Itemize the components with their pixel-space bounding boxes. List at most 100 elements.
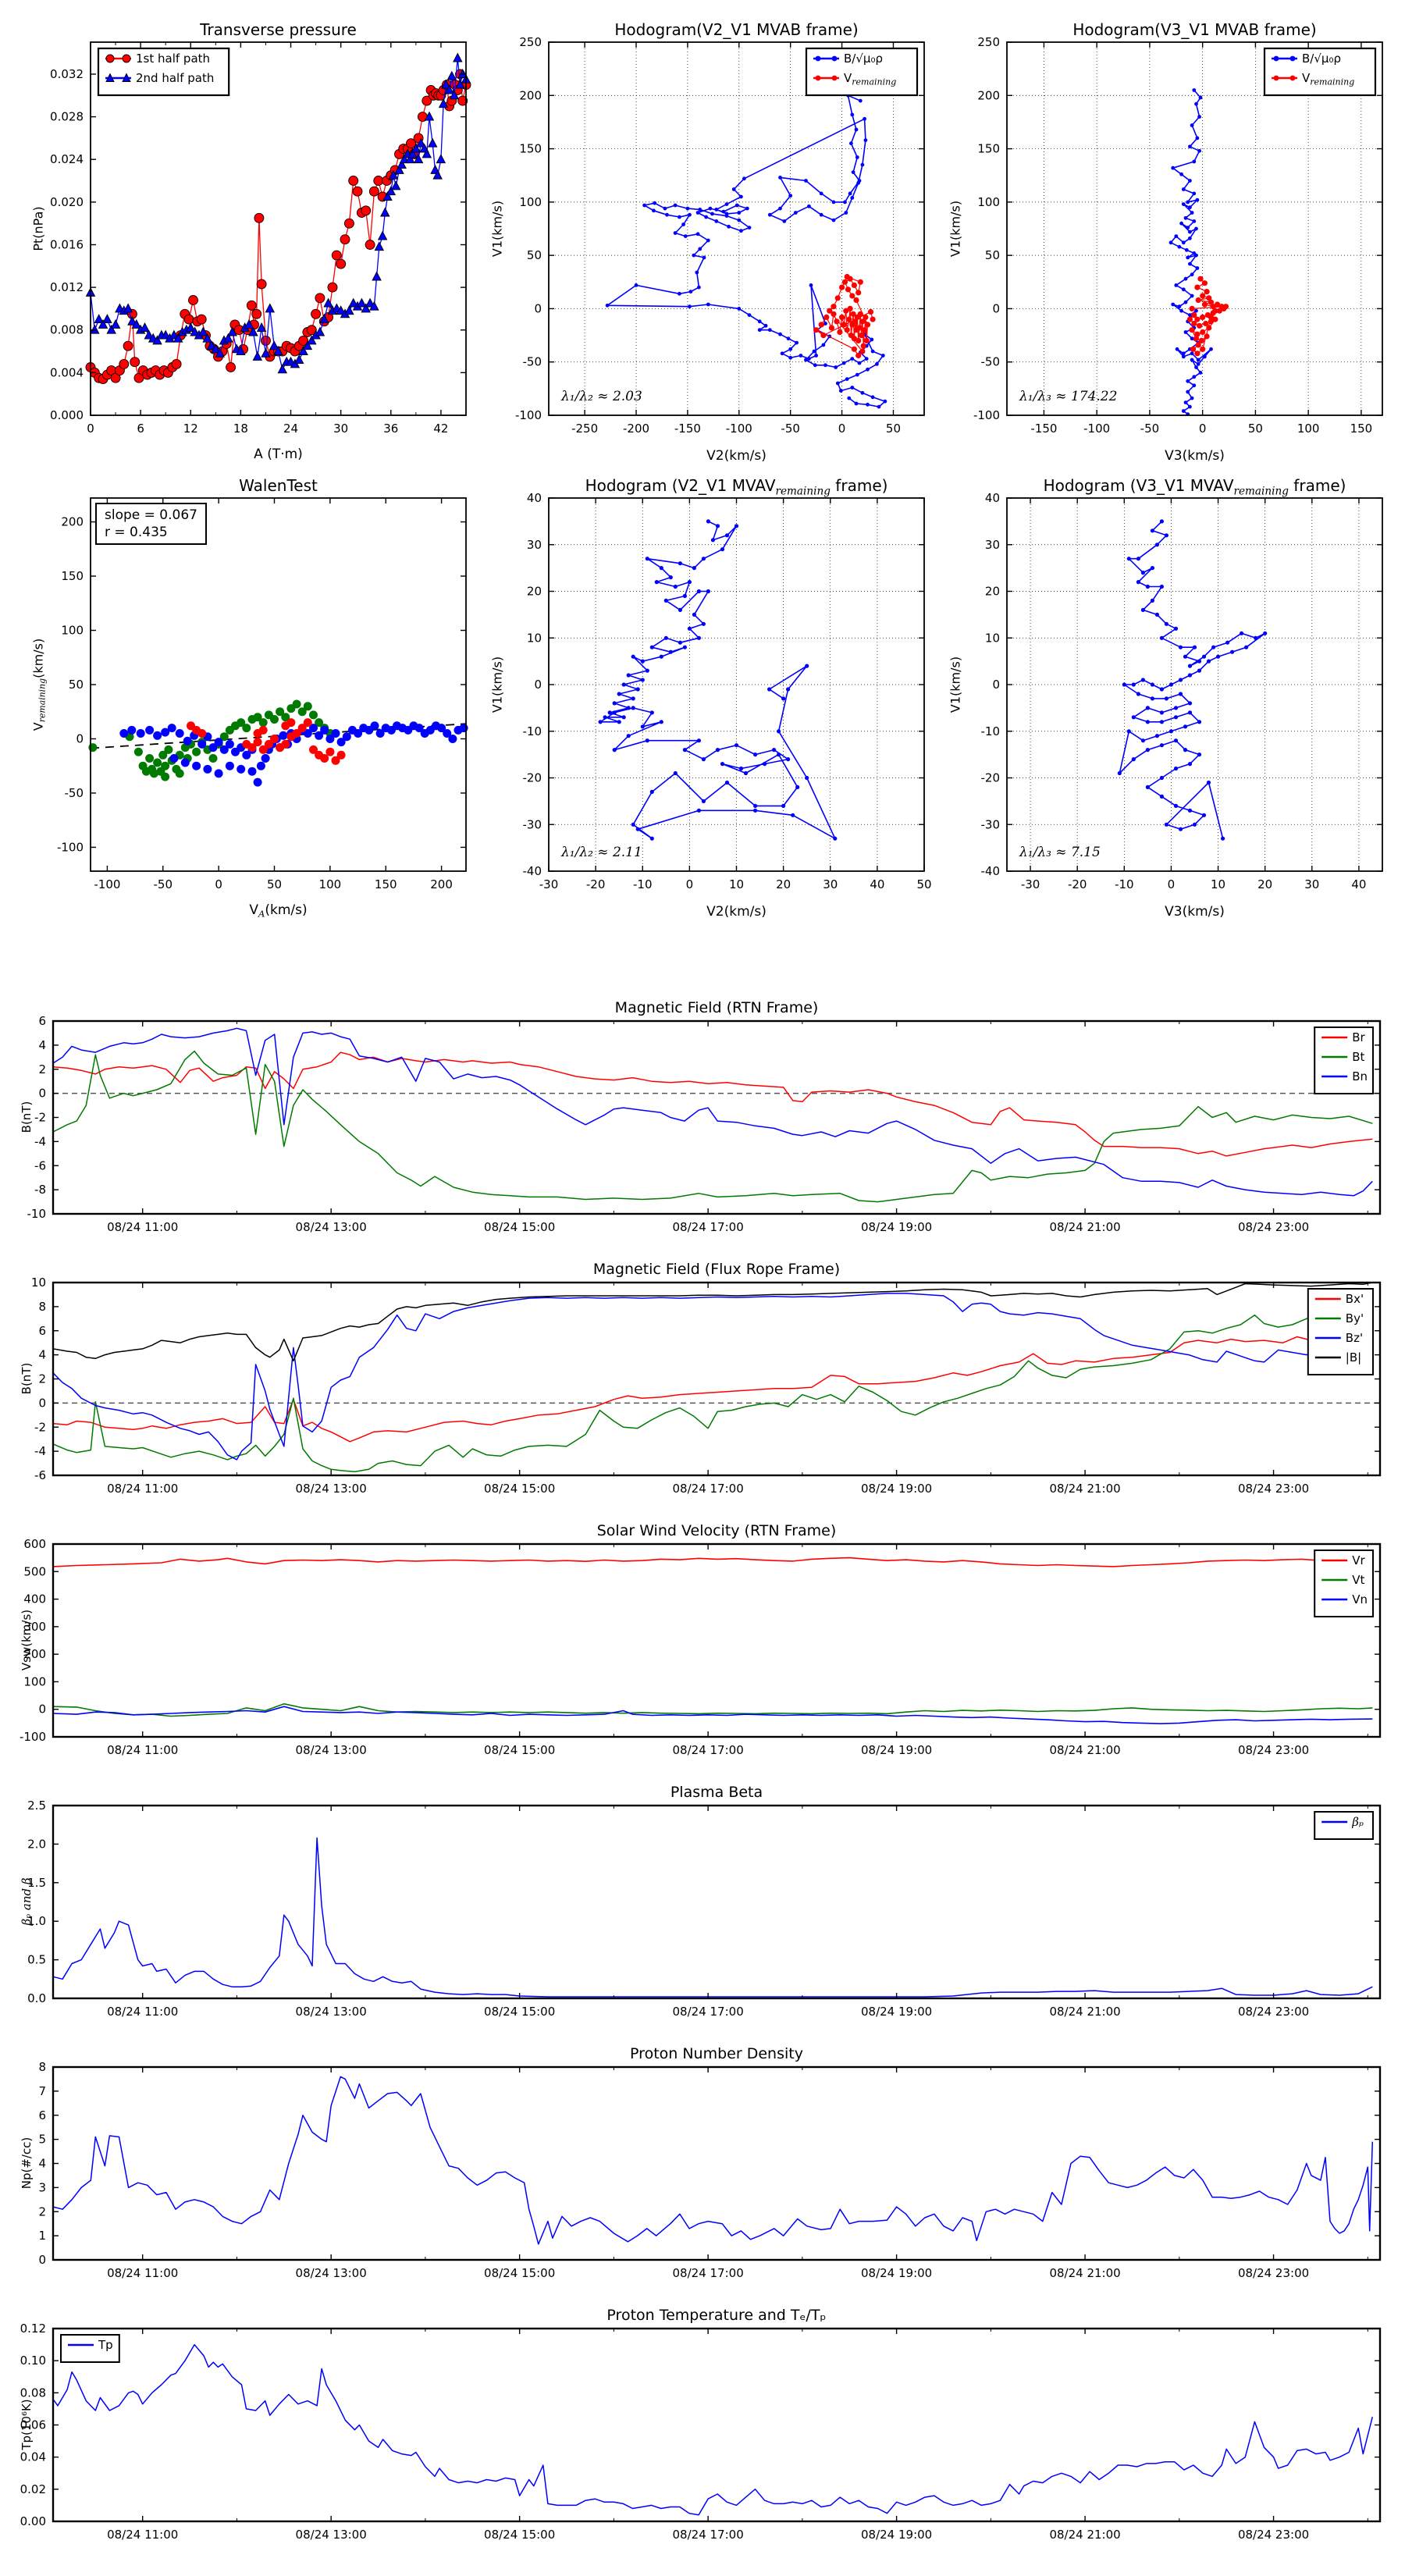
y-axis-label: V1(km/s) [489, 656, 505, 713]
chart-canvas: 08/24 11:00 08/24 13:00 08/24 15:00 08/24 1… [38, 2060, 1382, 2280]
svg-text:-4: -4 [34, 1134, 46, 1148]
legend: Vr Vt Vn [1314, 1550, 1374, 1617]
svg-text:30: 30 [1304, 877, 1319, 891]
svg-text:4: 4 [38, 2157, 46, 2171]
svg-text:200: 200 [977, 88, 1000, 102]
svg-text:08/24 15:00: 08/24 15:00 [484, 1220, 555, 1234]
series-Bt [52, 1050, 1373, 1203]
svg-text:0.004: 0.004 [50, 365, 84, 379]
plot-proton-temperature: Proton Temperature and Tₑ/Tₚ Tp(10⁶K) 08… [16, 2307, 1389, 2568]
x-axis-label: V2(km/s) [706, 904, 767, 920]
svg-text:08/24 17:00: 08/24 17:00 [673, 2005, 744, 2019]
chart-canvas: 08/24 11:00 08/24 13:00 08/24 15:00 08/24 1… [27, 1799, 1382, 2019]
svg-text:0: 0 [38, 1396, 46, 1410]
svg-text:Vt: Vt [1352, 1573, 1364, 1587]
series-Vr [52, 1557, 1373, 1567]
svg-text:100: 100 [1297, 422, 1320, 436]
plot-title: Magnetic Field (RTN Frame) [614, 999, 819, 1016]
svg-text:50: 50 [267, 877, 282, 891]
svg-text:400: 400 [23, 1592, 46, 1606]
svg-text:-100: -100 [94, 877, 120, 891]
series-V-remaining [813, 273, 876, 359]
svg-text:08/24 13:00: 08/24 13:00 [296, 2266, 367, 2280]
svg-text:Vr: Vr [1352, 1553, 1365, 1567]
svg-text:0: 0 [686, 877, 694, 891]
y-axis-label: Vsw(km/s) [20, 1609, 34, 1671]
svg-text:08/24 17:00: 08/24 17:00 [673, 2528, 744, 2542]
svg-text:10: 10 [985, 631, 1000, 645]
svg-text:08/24 19:00: 08/24 19:00 [861, 1482, 932, 1496]
svg-text:08/24 19:00: 08/24 19:00 [861, 2528, 932, 2542]
svg-text:200: 200 [23, 1647, 46, 1661]
plot-title: WalenTest [239, 476, 318, 495]
legend: Tp [60, 2334, 120, 2363]
svg-text:7: 7 [38, 2084, 46, 2098]
svg-text:24: 24 [283, 422, 298, 436]
svg-text:2.5: 2.5 [27, 1799, 46, 1813]
svg-text:0.012: 0.012 [50, 280, 84, 294]
series-Tp [52, 2343, 1374, 2516]
chart-canvas: 08/24 11:00 08/24 13:00 08/24 15:00 08/24 1… [31, 1276, 1382, 1496]
svg-text:0.028: 0.028 [50, 110, 84, 124]
plot-magnetic-field-rtn: Magnetic Field (RTN Frame) B(nT) 08/24 1… [16, 999, 1389, 1261]
plot-title: Magnetic Field (Flux Rope Frame) [592, 1261, 841, 1278]
axis-ticks: 08/24 11:00 08/24 13:00 08/24 15:00 08/24 1… [20, 1537, 1380, 1757]
svg-text:By': By' [1346, 1311, 1364, 1325]
series-B-sqrt-mu0rho [1168, 88, 1213, 416]
series-beta-p [52, 1837, 1373, 1998]
axis-ticks: -150 -100 -50 0 50 100 150 -100 -50 0 50 100 150 200 2… [973, 35, 1382, 436]
svg-text:-2: -2 [34, 1420, 46, 1434]
series-Vt [52, 1703, 1373, 1717]
plot-proton-density: Proton Number Density Np(#/cc) 08/24 11:… [16, 2045, 1389, 2307]
svg-text:-50: -50 [65, 786, 84, 800]
svg-text:08/24 13:00: 08/24 13:00 [296, 1743, 367, 1757]
svg-text:08/24 15:00: 08/24 15:00 [484, 1482, 555, 1496]
svg-text:-50: -50 [781, 422, 800, 436]
plot-title: Hodogram (V3_V1 MVAVremaining frame) [1043, 476, 1346, 498]
axis-ticks: 08/24 11:00 08/24 13:00 08/24 15:00 08/24 1… [27, 1014, 1380, 1234]
svg-text:βₚ: βₚ [1351, 1815, 1364, 1829]
y-axis-label: βₚ and β [20, 1877, 34, 1926]
svg-text:Br: Br [1352, 1030, 1365, 1044]
svg-text:-100: -100 [515, 408, 542, 422]
plot-title: Hodogram(V3_V1 MVAB frame) [1072, 20, 1317, 39]
plot-title: Solar Wind Velocity (RTN Frame) [596, 1522, 837, 1539]
plot-title: Proton Temperature and Tₑ/Tₚ [606, 2307, 827, 2324]
axes-frame [52, 1281, 1382, 1477]
svg-text:100: 100 [23, 1674, 46, 1688]
eigenvalue-ratio-annotation: λ₁/λ₂ ≈ 2.11 [561, 845, 642, 860]
svg-text:36: 36 [383, 422, 398, 436]
svg-text:4: 4 [38, 1038, 46, 1052]
svg-text:-250: -250 [571, 422, 598, 436]
svg-text:250: 250 [977, 35, 1000, 49]
chart-canvas: 08/24 11:00 08/24 13:00 08/24 15:00 08/24 1… [20, 2322, 1382, 2542]
svg-text:250: 250 [519, 35, 542, 49]
svg-text:08/24 21:00: 08/24 21:00 [1049, 1220, 1120, 1234]
svg-text:50: 50 [527, 248, 542, 262]
svg-text:-30: -30 [1021, 877, 1040, 891]
svg-text:50: 50 [985, 248, 1000, 262]
svg-text:10: 10 [1211, 877, 1225, 891]
svg-text:0: 0 [1168, 877, 1176, 891]
chart-canvas: -250 -200 -150 -100 -50 0 50 -100 -50 0 50 100 150 20… [515, 35, 925, 436]
series-Bz-prime [52, 1293, 1373, 1461]
svg-text:-20: -20 [981, 771, 1001, 785]
svg-text:3: 3 [38, 2180, 46, 2194]
svg-text:08/24 23:00: 08/24 23:00 [1238, 1482, 1309, 1496]
svg-text:08/24 17:00: 08/24 17:00 [673, 1482, 744, 1496]
svg-text:-30: -30 [981, 817, 1001, 831]
svg-text:08/24 21:00: 08/24 21:00 [1049, 1482, 1120, 1496]
axes-frame [90, 497, 467, 872]
x-axis-label: A (T·m) [254, 447, 303, 463]
axis-ticks: 08/24 11:00 08/24 13:00 08/24 15:00 08/24 1… [20, 2322, 1380, 2542]
y-axis-label: V1(km/s) [948, 656, 963, 713]
series-Bx-prime [52, 1336, 1373, 1443]
plot-title: Transverse pressure [200, 20, 357, 39]
svg-text:200: 200 [519, 88, 542, 102]
svg-text:-30: -30 [523, 817, 542, 831]
svg-text:08/24 19:00: 08/24 19:00 [861, 1743, 932, 1757]
series-Br [52, 1051, 1373, 1157]
chart-canvas: -100 -50 0 50 100 150 200 -100 -50 0 50 100 150 200 [57, 497, 468, 891]
y-axis-label: Pt(nPa) [30, 206, 46, 251]
